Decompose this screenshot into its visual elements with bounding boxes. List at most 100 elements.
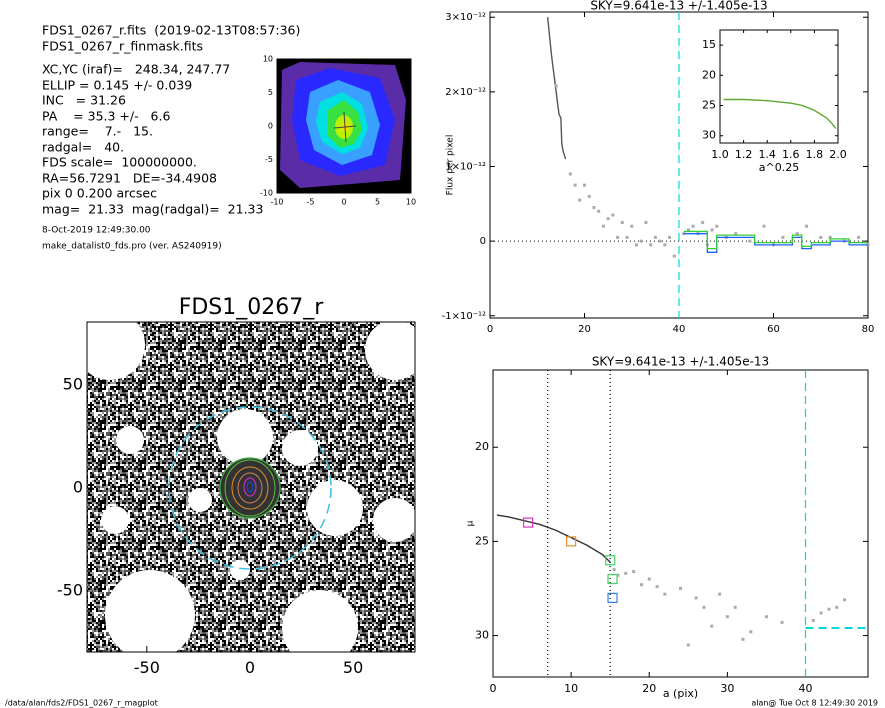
date: 8-Oct-2019 12:49:30.00 xyxy=(42,226,151,236)
data-point xyxy=(734,232,738,236)
y-tick-label: 0 xyxy=(73,478,83,497)
chart-title: FDS1_0267_r xyxy=(179,295,325,320)
data-point xyxy=(639,583,643,587)
y-tick-label: 50 xyxy=(63,375,83,394)
x-tick-label: 0 xyxy=(487,324,493,335)
y-tick-label: 20 xyxy=(475,440,489,453)
profile-line xyxy=(546,17,567,160)
data-point xyxy=(781,235,785,239)
y-tick-label: -50 xyxy=(57,581,83,600)
header-line: XC,YC (iraf)= 248.34, 247.77 xyxy=(42,62,230,77)
header-line: range= 7.- 15. xyxy=(42,124,153,139)
data-point xyxy=(601,224,605,228)
data-point xyxy=(835,605,839,609)
x-tick-label: 40 xyxy=(799,682,813,695)
data-point xyxy=(624,571,628,575)
y-tick-label: 3×10⁻¹² xyxy=(445,12,486,23)
x-tick-label: 10 xyxy=(406,198,416,207)
x-tick-label: 5 xyxy=(375,198,380,207)
data-point xyxy=(672,254,676,258)
y-tick-label: 0 xyxy=(480,236,486,247)
data-point xyxy=(639,239,643,243)
data-point xyxy=(686,228,690,232)
galaxy-image xyxy=(87,322,415,652)
header: FDS1_0267_r.fits (2019-02-13T08:57:36) FD… xyxy=(42,23,300,217)
data-point xyxy=(715,224,719,228)
data-point xyxy=(663,592,667,596)
inset-bg xyxy=(720,30,838,143)
data-point xyxy=(634,243,638,247)
data-point xyxy=(819,611,823,615)
data-point xyxy=(632,570,636,574)
plot-frame xyxy=(86,321,416,653)
data-point xyxy=(857,235,861,239)
marker-square xyxy=(523,517,534,528)
x-tick-label: 0 xyxy=(341,198,346,207)
x-tick-label: 60 xyxy=(767,324,780,335)
data-point xyxy=(691,224,695,228)
x-tick-label: 10 xyxy=(564,682,578,695)
profile-line xyxy=(723,98,837,129)
data-point xyxy=(718,592,722,596)
data-point xyxy=(733,605,737,609)
data-point xyxy=(647,577,651,581)
data-point xyxy=(764,615,768,619)
x-tick-label: 2.0 xyxy=(829,148,847,161)
marker-square xyxy=(605,555,616,566)
data-point xyxy=(663,243,667,247)
x-tick-label: 0 xyxy=(245,658,255,677)
x-axis-label: a (pix) xyxy=(663,687,698,700)
thumbnail xyxy=(277,59,411,193)
marker-square xyxy=(566,536,577,547)
y-tick-label: 10 xyxy=(263,55,273,64)
header-line: FDS scale= 100000000. xyxy=(42,155,197,170)
data-point xyxy=(811,618,815,622)
y-tick-label: 0 xyxy=(268,122,273,131)
data-point xyxy=(649,243,653,247)
x-tick-label: -5 xyxy=(307,198,315,207)
y-tick-label: 25 xyxy=(475,534,489,547)
data-point xyxy=(795,232,799,236)
footer-path: /data/alan/fds2/FDS1_0267_r_magplot xyxy=(5,699,158,708)
x-tick-label: 20 xyxy=(578,324,591,335)
data-point xyxy=(710,624,714,628)
x-tick-label: 1.6 xyxy=(782,148,800,161)
header-line: mag= 21.33 mag(radgal)= 21.33 xyxy=(42,202,263,217)
data-point xyxy=(843,598,847,602)
header-line: ELLIP = 0.145 +/- 0.039 xyxy=(42,78,192,93)
data-point xyxy=(828,235,832,239)
data-point xyxy=(587,194,591,198)
data-point xyxy=(694,596,698,600)
y-tick-label: -5 xyxy=(265,155,273,164)
x-tick-label: 1.2 xyxy=(735,148,753,161)
data-point xyxy=(805,224,809,228)
x-tick-label: 1.0 xyxy=(711,148,729,161)
y-tick-label: 25 xyxy=(702,99,716,112)
data-point xyxy=(568,172,572,176)
data-point xyxy=(710,228,714,232)
data-point xyxy=(702,605,706,609)
header-line: pix 0 0.200 arcsec xyxy=(42,186,157,201)
x-tick-label: 30 xyxy=(720,682,734,695)
data-point xyxy=(668,235,672,239)
data-point xyxy=(630,224,634,228)
data-point xyxy=(616,235,620,239)
data-point xyxy=(554,84,558,88)
x-tick-label: -50 xyxy=(134,658,160,677)
data-point xyxy=(597,209,601,213)
y-tick-label: -1×10⁻¹² xyxy=(442,311,486,322)
data-point xyxy=(611,213,615,217)
footer-stamp: alan@ Tue Oct 8 12:49:30 2019 xyxy=(751,699,878,708)
x-tick-label: 1.8 xyxy=(806,148,824,161)
data-point xyxy=(620,220,624,224)
header-line: FDS1_0267_r.fits (2019-02-13T08:57:36) xyxy=(42,23,300,38)
data-point xyxy=(780,620,784,624)
data-point xyxy=(741,637,745,641)
data-point xyxy=(827,607,831,611)
data-point xyxy=(679,586,682,590)
data-point xyxy=(625,235,629,239)
header-line: radgal= 40. xyxy=(42,140,124,155)
x-tick-label: 80 xyxy=(862,324,875,335)
x-tick-label: 50 xyxy=(343,658,363,677)
chart-title: SKY=9.641e-13 +/-1.405e-13 xyxy=(592,355,769,369)
